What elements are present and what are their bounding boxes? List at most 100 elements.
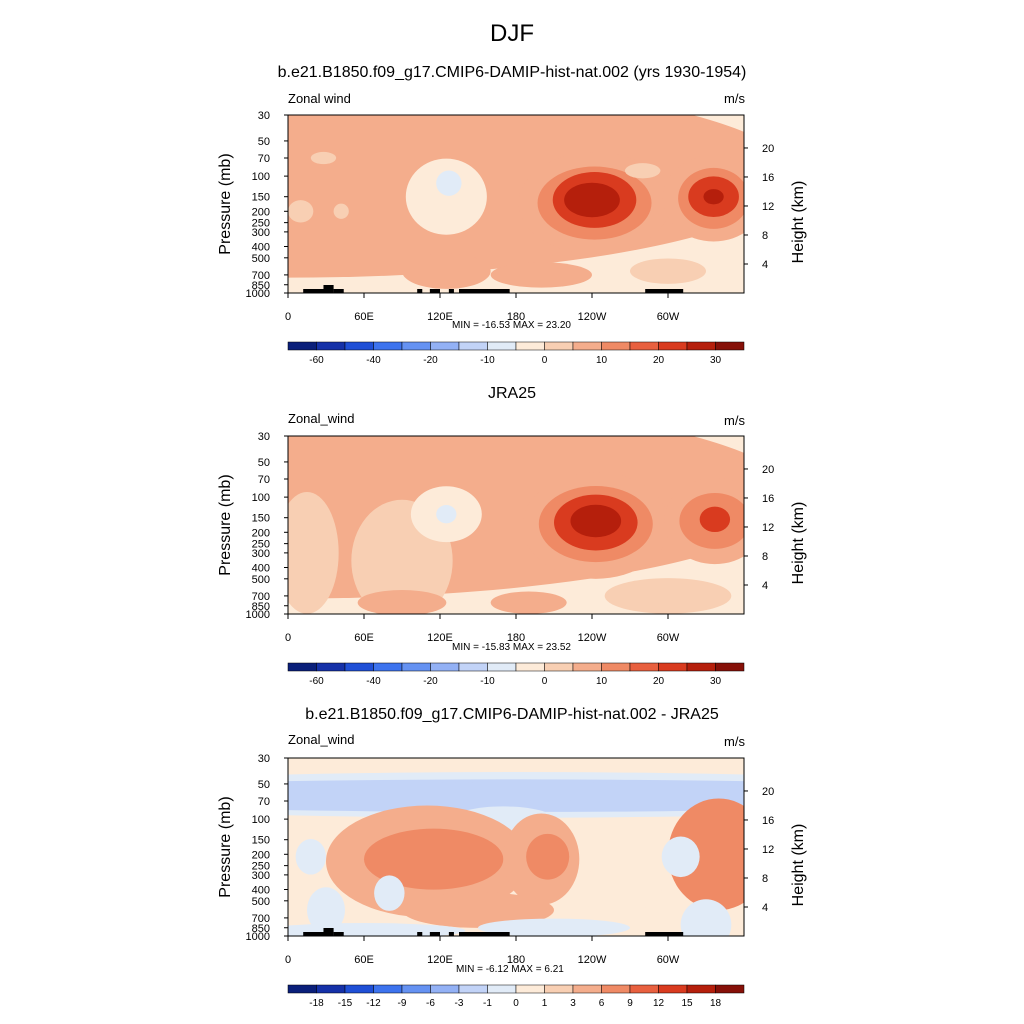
topography-mask (429, 932, 440, 936)
colorbar-swatch (373, 662, 403, 672)
colorbar-swatch (544, 662, 574, 672)
panel-1-title: b.e21.B1850.f09_g17.CMIP6-DAMIP-hist-nat… (277, 64, 747, 81)
colorbar-swatch (344, 341, 374, 351)
left-axis-title: Pressure (mb) (217, 153, 234, 254)
colorbar-label: 30 (710, 676, 722, 687)
colorbar-swatch (344, 984, 374, 994)
x-tick-label: 60W (657, 954, 680, 966)
y-tick-label: 250 (252, 218, 270, 230)
panel-3-contour-region (680, 899, 732, 936)
panel-1-units: m/s (724, 91, 745, 106)
colorbar-swatch (686, 341, 716, 351)
colorbar-swatch (401, 984, 431, 994)
x-tick-label: 120E (427, 632, 453, 644)
x-tick-label: 180 (507, 954, 525, 966)
panel-1-colorbar: -60 -40 -20 -10 0 10 20 30 (287, 341, 745, 366)
y-tick-label: 400 (252, 562, 270, 574)
topography-mask (417, 289, 423, 293)
panel-1-contour-region (490, 262, 592, 288)
y2-tick-label: 4 (762, 580, 768, 592)
y-tick-label: 50 (258, 779, 270, 791)
panel-3-contour-region (661, 836, 700, 878)
colorbar-swatch (601, 662, 631, 672)
y-tick-label: 70 (258, 796, 270, 808)
y-tick-label: 700 (252, 913, 270, 925)
colorbar-label: 10 (596, 676, 608, 687)
panel-1-contour-region (624, 163, 661, 179)
colorbar-swatch (316, 984, 346, 994)
colorbar-label: -9 (398, 998, 407, 1009)
y-tick-label: 30 (258, 431, 270, 443)
panel-2-contour-region (604, 578, 732, 614)
panel-2-contour-region (436, 505, 457, 524)
panel-3-title: b.e21.B1850.f09_g17.CMIP6-DAMIP-hist-nat… (305, 706, 719, 723)
colorbar-label: -10 (480, 676, 495, 687)
y-tick-label: 700 (252, 591, 270, 603)
colorbar-label: 9 (627, 998, 633, 1009)
y-tick-label: 100 (252, 814, 270, 826)
y-tick-label: 200 (252, 206, 270, 218)
panel-2-variable-label: Zonal_wind (288, 411, 355, 426)
y-tick-label: 850 (252, 280, 270, 292)
panel-2-colorbar: -60 -40 -20 -10 0 10 20 30 (287, 662, 745, 687)
panel-3-stats: MIN = -6.12 MAX = 6.21 (456, 964, 564, 975)
colorbar-label: -15 (338, 998, 353, 1009)
colorbar-swatch (572, 662, 602, 672)
panel-2-plot: 3050701001502002503004005007008501000Pre… (217, 431, 807, 644)
y-tick-label: 100 (252, 171, 270, 183)
panel-3-variable-label: Zonal_wind (288, 732, 355, 747)
colorbar-label: 10 (596, 355, 608, 366)
y-tick-label: 200 (252, 849, 270, 861)
colorbar-swatch (515, 662, 545, 672)
colorbar-swatch (373, 341, 403, 351)
colorbar-label: 20 (653, 355, 665, 366)
y-tick-label: 400 (252, 241, 270, 253)
y-tick-label: 100 (252, 492, 270, 504)
topography-mask (459, 932, 510, 936)
y-tick-label: 300 (252, 227, 270, 239)
x-tick-label: 60E (354, 954, 374, 966)
panel-1-contour-region (436, 170, 462, 196)
panel-3-contour-region (364, 828, 504, 890)
colorbar-swatch (287, 984, 317, 994)
panel-2-title: JRA25 (487, 385, 537, 402)
panel-2-contour-region (699, 506, 731, 533)
colorbar-swatch (487, 984, 517, 994)
y-tick-label: 850 (252, 923, 270, 935)
colorbar-swatch (601, 341, 631, 351)
y2-tick-label: 20 (762, 464, 774, 476)
colorbar-swatch (487, 341, 517, 351)
panel-2-contour-region (570, 504, 622, 538)
x-tick-label: 120E (427, 954, 453, 966)
colorbar-label: -10 (480, 355, 495, 366)
colorbar-swatch (686, 662, 716, 672)
figure-title: DJF (490, 20, 534, 47)
topography-mask (459, 289, 510, 293)
y-tick-label: 70 (258, 153, 270, 165)
right-axis-title: Height (km) (790, 824, 807, 907)
colorbar-label: 0 (542, 676, 548, 687)
y2-tick-label: 4 (762, 902, 768, 914)
panel-3-contour-region (526, 833, 570, 880)
colorbar-swatch (629, 662, 659, 672)
y-tick-label: 1000 (246, 288, 270, 300)
panel-1-contour-region (630, 258, 706, 284)
x-tick-label: 60E (354, 311, 374, 323)
colorbar-swatch (715, 984, 745, 994)
y2-tick-label: 20 (762, 143, 774, 155)
colorbar-label: 3 (570, 998, 576, 1009)
y-tick-label: 500 (252, 574, 270, 586)
colorbar-label: 12 (653, 998, 665, 1009)
topography-mask (448, 289, 454, 293)
x-tick-label: 120W (578, 632, 607, 644)
x-tick-label: 180 (507, 632, 525, 644)
topography-mask (333, 932, 344, 936)
topography-mask (417, 932, 423, 936)
panel-3-plot: 3050701001502002503004005007008501000Pre… (217, 753, 807, 966)
colorbar-label: -1 (483, 998, 492, 1009)
colorbar-label: -40 (366, 355, 381, 366)
colorbar-swatch (515, 341, 545, 351)
colorbar-label: -20 (423, 676, 438, 687)
panel-3-contour-region (573, 866, 662, 913)
